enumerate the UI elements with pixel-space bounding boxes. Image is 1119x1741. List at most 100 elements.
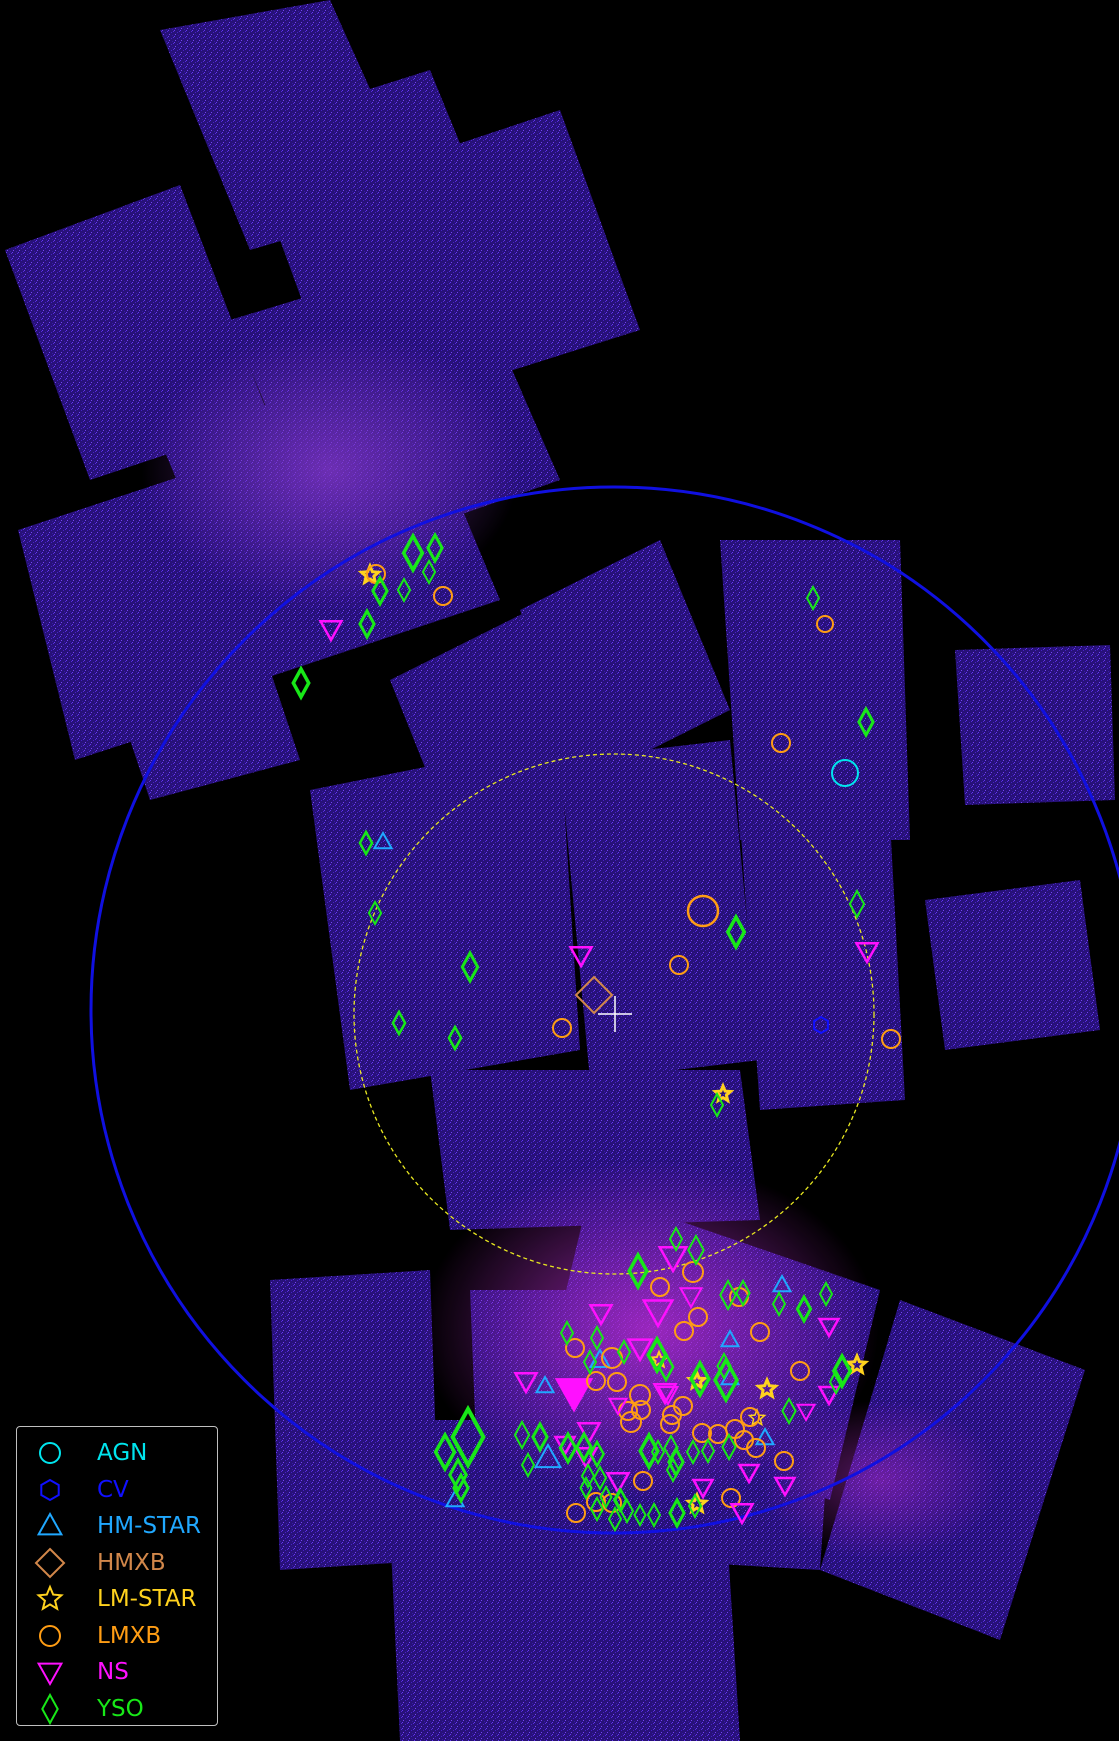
yso-marker — [391, 1009, 407, 1037]
lmxb-marker — [790, 1361, 810, 1381]
lmxb-marker — [674, 1321, 694, 1341]
lmxb-marker — [566, 1503, 586, 1523]
ns-marker — [678, 1287, 704, 1310]
lmxb-marker — [552, 1018, 572, 1038]
legend: AGN CV HM-STAR HMXB LM-STAR LMXB NS YSO — [16, 1426, 218, 1726]
yso-marker — [721, 1432, 737, 1462]
agn-marker — [831, 759, 859, 787]
yso-marker — [513, 1419, 531, 1451]
lmxb-marker — [607, 1372, 627, 1392]
yso-marker — [616, 1338, 632, 1366]
triangle-down-icon — [36, 1662, 64, 1687]
ns-marker — [691, 1478, 715, 1500]
legend-item-hmxb: HMXB — [17, 1545, 217, 1581]
hmxb-marker — [574, 975, 614, 1015]
yso-marker — [421, 558, 437, 586]
circle-icon — [39, 1442, 61, 1464]
ns-marker — [817, 1317, 841, 1339]
legend-label: LM-STAR — [97, 1586, 197, 1612]
ns-marker — [513, 1372, 539, 1395]
triangle-up-icon — [36, 1511, 64, 1536]
ns-marker — [605, 1472, 631, 1495]
ns-marker — [568, 946, 594, 969]
thin-diamond-icon — [41, 1692, 59, 1725]
yso-marker — [771, 1290, 787, 1318]
yso-marker — [685, 1438, 701, 1466]
ns-marker — [657, 1245, 689, 1274]
ns-marker — [773, 1476, 797, 1498]
lm-star-marker — [844, 1352, 870, 1376]
ns-marker — [626, 1338, 654, 1363]
diamond-icon — [34, 1547, 66, 1578]
yso-marker — [857, 705, 875, 739]
lmxb-marker — [673, 1396, 693, 1416]
yso-marker — [848, 888, 866, 920]
lm-star-marker — [711, 1082, 735, 1104]
yso-marker — [709, 1091, 725, 1119]
yso-marker — [588, 1439, 606, 1469]
hm-star-marker — [533, 1442, 563, 1469]
legend-label: AGN — [97, 1440, 148, 1466]
legend-label: HMXB — [97, 1549, 166, 1576]
yso-marker — [725, 913, 747, 951]
yso-marker — [396, 576, 412, 604]
yso-marker — [450, 1404, 486, 1470]
lmxb-marker — [771, 733, 791, 753]
yso-marker — [558, 1430, 578, 1466]
yso-marker — [650, 1438, 666, 1466]
yso-marker — [687, 1492, 703, 1520]
ns-marker — [737, 1463, 761, 1485]
inner-region-circle — [353, 753, 875, 1275]
lmxb-marker — [586, 1371, 606, 1391]
yso-marker — [520, 1451, 536, 1479]
lmxb-marker — [740, 1407, 760, 1427]
ns-marker — [588, 1304, 614, 1327]
lmxb-marker — [565, 1338, 585, 1358]
yso-marker — [818, 1280, 834, 1308]
hm-star-marker — [534, 1374, 556, 1394]
hm-star-marker — [588, 1347, 612, 1368]
legend-label: NS — [97, 1659, 129, 1685]
lm-star-marker — [684, 1491, 710, 1515]
star-icon — [36, 1584, 64, 1611]
lmxb-marker — [686, 894, 720, 928]
yso-marker — [452, 1471, 470, 1505]
lmxb-marker — [629, 1384, 651, 1406]
yso-marker — [633, 1502, 647, 1528]
xray-exposure-field — [5, 0, 1115, 1741]
yso-marker — [579, 1475, 593, 1501]
lmxb-marker — [669, 955, 689, 975]
ns-marker — [854, 942, 880, 965]
yso-marker — [700, 1437, 716, 1465]
yso-marker — [358, 829, 374, 857]
lm-star-marker — [357, 562, 383, 586]
source-markers — [291, 531, 901, 1533]
yso-marker — [447, 1024, 463, 1052]
ns-marker — [554, 1378, 594, 1413]
yso-marker — [582, 1348, 598, 1376]
yso-marker — [735, 1278, 751, 1308]
yso-marker — [627, 1251, 649, 1291]
yso-marker — [805, 584, 821, 612]
ns-marker — [656, 1386, 680, 1407]
lmxb-marker — [746, 1438, 766, 1458]
ns-marker — [795, 1403, 817, 1423]
legend-label: CV — [97, 1476, 129, 1503]
yso-marker — [781, 1396, 797, 1426]
lmxb-marker — [881, 1029, 901, 1049]
yso-marker — [580, 1462, 596, 1490]
yso-marker — [646, 1335, 668, 1375]
yso-marker — [433, 1431, 457, 1473]
lmxb-marker — [816, 615, 834, 633]
yso-marker — [795, 1293, 813, 1325]
yso-marker — [719, 1278, 737, 1312]
ns-marker — [652, 1383, 678, 1406]
yso-marker — [614, 1487, 628, 1513]
lmxb-marker — [688, 1307, 708, 1327]
legend-item-lm-star: LM-STAR — [17, 1581, 217, 1617]
yso-marker — [828, 1368, 844, 1396]
yso-marker — [589, 1495, 605, 1523]
yso-marker — [371, 574, 389, 608]
yso-marker — [668, 1225, 684, 1253]
yso-marker — [687, 1233, 705, 1267]
